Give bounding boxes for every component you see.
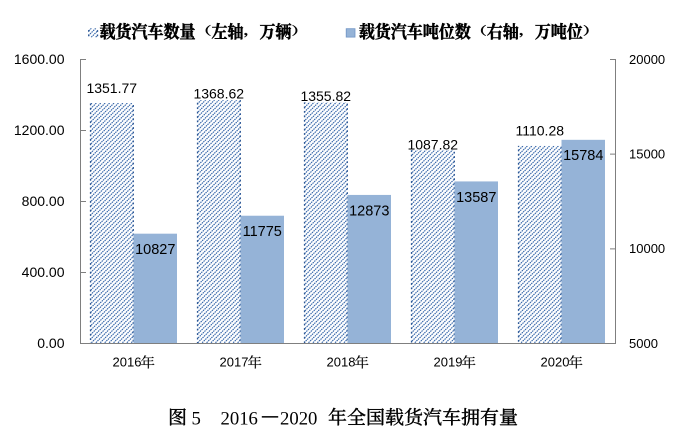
svg-text:1351.77: 1351.77 (86, 80, 137, 96)
svg-text:2016: 2016 (113, 354, 142, 369)
svg-text:2016: 2016 (221, 408, 258, 429)
svg-text:15000: 15000 (629, 147, 665, 162)
svg-text:2020: 2020 (280, 408, 317, 429)
svg-text:1368.62: 1368.62 (193, 86, 244, 102)
svg-text:20000: 20000 (629, 52, 665, 67)
svg-text:5: 5 (192, 408, 201, 429)
svg-text:2020: 2020 (541, 354, 570, 369)
svg-text:400.00: 400.00 (22, 264, 65, 280)
svg-text:2018: 2018 (327, 354, 356, 369)
svg-text:13587: 13587 (456, 190, 496, 206)
svg-text:12873: 12873 (349, 203, 389, 219)
svg-text:2017: 2017 (220, 354, 249, 369)
svg-text:11775: 11775 (243, 224, 282, 240)
svg-text:10000: 10000 (629, 241, 665, 256)
svg-text:800.00: 800.00 (22, 193, 65, 209)
svg-text:1110.28: 1110.28 (515, 122, 564, 138)
svg-text:1200.00: 1200.00 (14, 122, 65, 138)
svg-text:1087.82: 1087.82 (407, 136, 458, 152)
svg-text:10827: 10827 (135, 242, 175, 258)
svg-text:5000: 5000 (629, 336, 658, 351)
svg-text:15784: 15784 (563, 148, 603, 164)
svg-text:2019: 2019 (434, 354, 463, 369)
svg-text:1355.82: 1355.82 (300, 88, 351, 104)
svg-text:0.00: 0.00 (37, 335, 64, 351)
svg-text:1600.00: 1600.00 (14, 51, 65, 67)
